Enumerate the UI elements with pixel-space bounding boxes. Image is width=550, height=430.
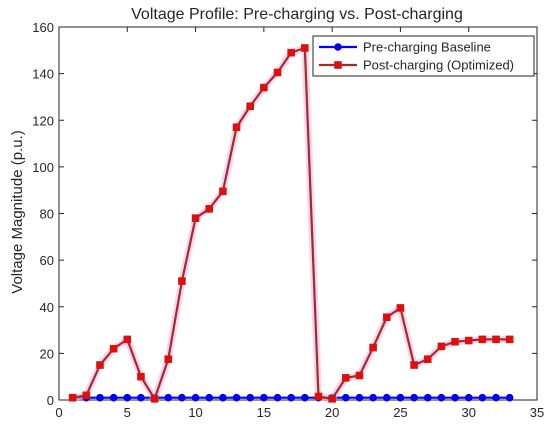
pre-charging-point <box>219 393 227 402</box>
pre-charging-point <box>423 393 432 402</box>
post-charging-point <box>260 83 268 92</box>
legend-box <box>312 35 535 77</box>
pre-charging-point <box>492 393 500 402</box>
legend-pre-charging-label: Pre-charging Baseline <box>363 40 491 55</box>
post-charging-point <box>246 102 254 111</box>
post-charging-point <box>369 343 377 352</box>
pre-charging-point <box>287 393 295 402</box>
post-charging-point <box>219 187 227 196</box>
pre-charging-point <box>369 393 377 402</box>
pre-charging-point <box>164 393 173 402</box>
pre-charging-point <box>260 393 268 402</box>
post-charging-point <box>191 214 200 222</box>
pre-charging-point <box>478 393 487 402</box>
pre-charging-point <box>342 393 350 402</box>
post-charging-point <box>437 342 446 351</box>
pre-charging-point <box>273 393 282 402</box>
y-tick-label: 0 <box>47 393 54 408</box>
x-tick-label: 15 <box>257 405 271 420</box>
post-charging-point <box>396 304 405 312</box>
post-charging-point <box>164 355 173 364</box>
post-charging-point <box>423 355 432 364</box>
legend-post-charging-marker <box>334 61 342 69</box>
pre-charging-point <box>137 393 145 402</box>
chart-title: Voltage Profile: Pre-charging vs. Post-c… <box>131 6 463 23</box>
pre-charging-point <box>505 393 514 402</box>
y-tick-label: 60 <box>40 253 54 268</box>
post-charging-point <box>342 374 350 382</box>
pre-charging-point <box>464 393 473 402</box>
y-tick-label: 80 <box>40 207 54 222</box>
post-charging-point <box>314 392 323 401</box>
post-charging-point <box>232 123 241 132</box>
x-tick-label: 20 <box>325 405 339 420</box>
post-charging-point <box>178 277 186 285</box>
y-tick-label: 160 <box>32 20 54 35</box>
pre-charging-point <box>109 393 118 402</box>
legend-pre-charging-marker <box>334 43 342 51</box>
x-tick-label: 5 <box>124 405 131 420</box>
post-charging-point <box>68 393 77 402</box>
post-charging-point <box>410 361 418 369</box>
post-charging-point <box>451 337 459 346</box>
y-tick-label: 100 <box>32 160 54 175</box>
pre-charging-point <box>382 393 391 402</box>
pre-charging-point <box>355 393 364 402</box>
pre-charging-point <box>96 393 104 402</box>
pre-charging-point <box>301 393 309 402</box>
pre-charging-point <box>123 393 132 402</box>
post-charging-point <box>123 335 132 344</box>
y-tick-label: 40 <box>40 300 54 315</box>
post-charging-point <box>382 313 391 322</box>
x-tick-label: 30 <box>461 405 475 420</box>
post-charging-point <box>82 391 91 400</box>
post-charging-point <box>464 336 473 345</box>
post-charging-point <box>96 361 104 369</box>
post-charging-point <box>301 44 309 52</box>
pre-charging-point <box>451 393 459 402</box>
y-axis-label: Voltage Magnitude (p.u.) <box>9 130 26 293</box>
post-charging-point <box>478 335 487 344</box>
post-charging-point <box>355 371 364 380</box>
pre-charging-point <box>437 393 446 402</box>
x-tick-label: 35 <box>530 405 544 420</box>
pre-charging-point <box>246 393 254 402</box>
post-charging-point <box>328 395 336 403</box>
pre-charging-point <box>396 393 405 402</box>
post-charging-point <box>287 48 295 57</box>
pre-charging-point <box>191 393 200 402</box>
legend: Pre-charging Baseline Post-charging (Opti… <box>312 35 535 77</box>
plot-area <box>58 26 538 401</box>
pre-charging-point <box>410 393 418 402</box>
pre-charging-point <box>178 393 186 402</box>
y-tick-label: 120 <box>32 113 54 128</box>
legend-post-charging-label: Post-charging (Optimized) <box>363 58 514 73</box>
y-tick-label: 20 <box>40 346 54 361</box>
x-tick-label: 25 <box>393 405 407 420</box>
post-charging-point <box>505 335 514 344</box>
post-charging-point <box>273 68 282 77</box>
post-charging-point <box>205 205 214 213</box>
post-charging-point <box>150 395 159 403</box>
y-tick-label: 140 <box>32 67 54 82</box>
post-charging-point <box>492 335 500 344</box>
x-tick-label: 10 <box>188 405 202 420</box>
pre-charging-point <box>232 393 241 402</box>
post-charging-point <box>137 372 145 381</box>
pre-charging-point <box>205 393 214 402</box>
post-charging-point <box>109 344 118 353</box>
x-tick-label: 0 <box>55 405 62 420</box>
